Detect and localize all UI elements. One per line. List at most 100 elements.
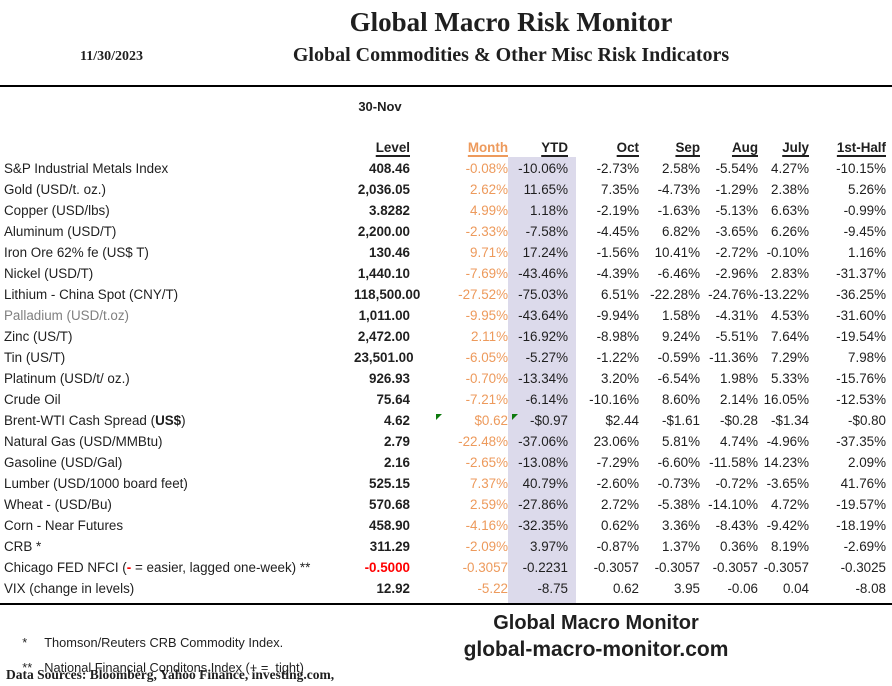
ytd-value: -0.2231 [522, 560, 568, 575]
sep-value: 3.95 [673, 581, 700, 596]
month-value: 9.71% [470, 245, 508, 260]
month-value: -7.69% [465, 266, 508, 281]
ytd-value: -43.46% [518, 266, 568, 281]
july-value: -4.96% [766, 434, 809, 449]
column-header-month: Month [467, 139, 508, 155]
row-label: Gold (USD/t. oz.) [4, 182, 106, 197]
july-value: 16.05% [763, 392, 809, 407]
level-value: 75.64 [376, 392, 410, 407]
cell-comment-flag-icon [512, 414, 518, 420]
level-value: 570.68 [369, 497, 410, 512]
row-label: Lumber (USD/1000 board feet) [4, 476, 188, 491]
row-label-part: US$ [155, 413, 182, 428]
sep-value: 6.82% [662, 224, 700, 239]
oct-value: 3.20% [601, 371, 639, 386]
sep-value: -0.73% [657, 476, 700, 491]
sep-value: 3.36% [662, 518, 700, 533]
table-row: Crude Oil 75.64 -7.21% -6.14% -10.16% 8.60% 2.… [2, 389, 888, 410]
sep-value: 8.60% [662, 392, 700, 407]
oct-value: -0.87% [596, 539, 639, 554]
month-value: 4.99% [470, 203, 508, 218]
brand-url: global-macro-monitor.com [463, 638, 729, 661]
data-sources-line: Data Sources: Bloomberg, Yahoo Finance, … [6, 667, 335, 682]
table-row: Gold (USD/t. oz.) 2,036.05 2.62% 11.65% 7.35… [2, 179, 888, 200]
level-value: 408.46 [369, 161, 410, 176]
table-row: Iron Ore 62% fe (US$ T) 130.46 9.71% 17.24%… [2, 242, 888, 263]
month-value: -0.08% [465, 161, 508, 176]
row-label-part: Brent-WTI Cash Spread ( [4, 413, 156, 428]
ytd-value: 40.79% [522, 476, 568, 491]
row-label: Chicago FED NFCI (- = easier, lagged one… [2, 560, 354, 575]
ytd-value: -13.34% [518, 371, 568, 386]
column-header-level: Level [375, 139, 410, 155]
row-label: Copper (USD/lbs) [4, 203, 110, 218]
sep-value: -4.73% [657, 182, 700, 197]
half-value: 5.26% [848, 182, 886, 197]
row-label: VIX (change in levels) [4, 581, 135, 596]
oct-value: -7.29% [596, 455, 639, 470]
ytd-value: -13.08% [518, 455, 568, 470]
level-value: 1,011.00 [358, 308, 410, 323]
ytd-value: -8.75 [537, 581, 568, 596]
july-value: 0.04 [782, 581, 809, 596]
oct-value: -9.94% [596, 308, 639, 323]
aug-value: -4.31% [715, 308, 758, 323]
page-title: Global Macro Risk Monitor [349, 7, 673, 37]
level-value: 3.8282 [369, 203, 410, 218]
aug-value: -0.3057 [712, 560, 758, 575]
half-value: -19.57% [836, 497, 886, 512]
month-value: 2.62% [470, 182, 508, 197]
july-value: 4.53% [771, 308, 809, 323]
aug-value: -2.72% [715, 245, 758, 260]
month-value: -2.65% [465, 455, 508, 470]
month-value: -22.48% [458, 434, 508, 449]
half-value: -31.60% [836, 308, 886, 323]
row-label: Gasoline (USD/Gal) [4, 455, 123, 470]
oct-value: -1.22% [596, 350, 639, 365]
level-value: 4.62 [383, 413, 410, 428]
row-label: Tin (US/T) [4, 350, 66, 365]
july-value: 14.23% [763, 455, 809, 470]
column-header-sep: Sep [675, 139, 700, 155]
july-value: 4.27% [771, 161, 809, 176]
aug-value: 2.14% [720, 392, 758, 407]
aug-value: -11.58% [709, 455, 758, 470]
half-value: 7.98% [848, 350, 886, 365]
row-label: Crude Oil [4, 392, 61, 407]
column-header-aug: Aug [731, 139, 758, 155]
sep-value: 1.58% [662, 308, 700, 323]
page-subtitle: Global Commodities & Other Misc Risk Ind… [292, 44, 730, 66]
level-value: 2,200.00 [357, 224, 410, 239]
brand-name: Global Macro Monitor [493, 612, 699, 634]
aug-value: -24.76% [708, 287, 758, 302]
ytd-highlight-band [508, 157, 576, 604]
half-value: -15.76% [836, 371, 886, 386]
column-header-july: July [782, 139, 809, 155]
row-label: Brent-WTI Cash Spread (US$) [2, 413, 354, 428]
month-value: -2.33% [465, 224, 508, 239]
row-label: Aluminum (USD/T) [4, 224, 117, 239]
level-value: -0.5000 [364, 560, 410, 575]
oct-value: -2.73% [596, 161, 639, 176]
oct-value: -4.45% [596, 224, 639, 239]
half-value: -18.19% [836, 518, 886, 533]
half-value: -0.99% [843, 203, 886, 218]
month-value: -4.16% [465, 518, 508, 533]
aug-value: 4.74% [720, 434, 758, 449]
level-value: 2,036.05 [357, 182, 410, 197]
half-value: -10.15% [836, 161, 886, 176]
level-value: 926.93 [369, 371, 410, 386]
half-value: -8.08 [855, 581, 886, 596]
ytd-value: -$0.97 [508, 413, 576, 428]
table-row: Lithium - China Spot (CNY/T) 118,500.00 -2… [2, 284, 888, 305]
aug-value: -8.43% [715, 518, 758, 533]
ytd-value: 1.18% [530, 203, 568, 218]
row-label: S&P Industrial Metals Index [4, 161, 169, 176]
ytd-value: -27.86% [518, 497, 568, 512]
table-row: Tin (US/T) 23,501.00 -6.05% -5.27% -1.22% -0.… [2, 347, 888, 368]
july-value: 2.83% [771, 266, 809, 281]
table-row: CRB * 311.29 -2.09% 3.97% -0.87% 1.37% 0.36% 8.… [2, 536, 888, 557]
table-row: VIX (change in levels) 12.92 -5.22 -8.75 0.6… [2, 578, 888, 599]
july-value: -$1.34 [771, 413, 809, 428]
